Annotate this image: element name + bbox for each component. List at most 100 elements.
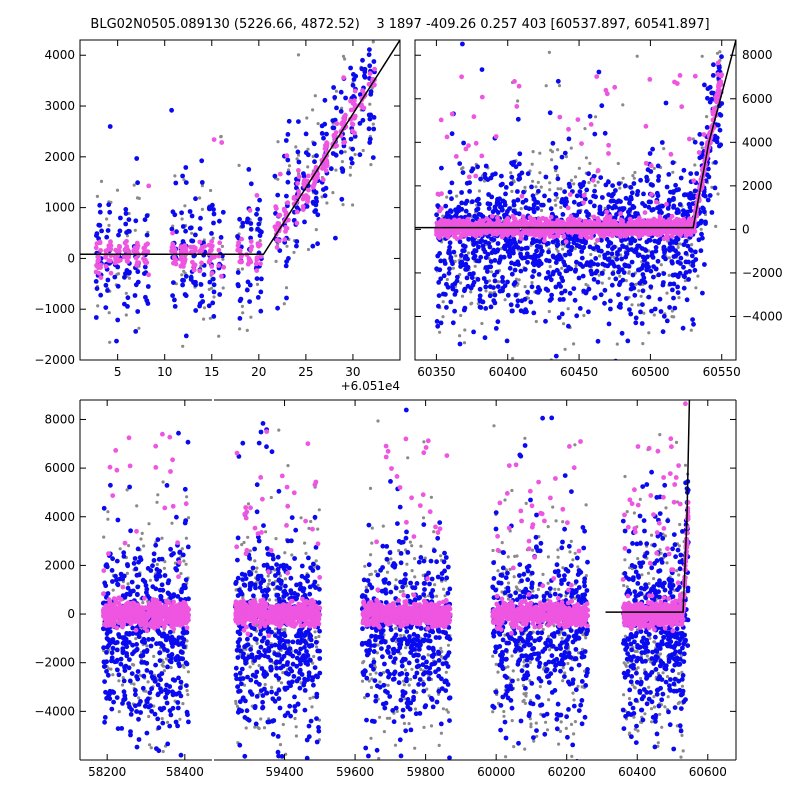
data-point-gray <box>395 578 398 581</box>
data-point-blue <box>643 203 648 208</box>
data-point-blue <box>171 280 176 285</box>
data-point-blue <box>450 181 455 186</box>
data-point-magenta <box>321 177 326 182</box>
data-point-blue <box>534 249 539 254</box>
data-point-magenta <box>603 217 608 222</box>
data-point-blue <box>478 177 483 182</box>
data-point-blue <box>572 200 577 205</box>
data-point-gray <box>647 686 650 689</box>
data-point-magenta <box>146 272 151 277</box>
data-point-blue <box>322 122 327 127</box>
data-point-gray <box>572 698 575 701</box>
data-point-blue <box>555 268 560 273</box>
data-point-magenta <box>295 181 300 186</box>
data-point-gray <box>701 55 704 58</box>
data-point-blue <box>676 251 681 256</box>
data-point-gray <box>147 715 150 718</box>
data-point-blue <box>530 241 535 246</box>
data-point-gray <box>334 169 337 172</box>
data-point-gray <box>288 164 291 167</box>
data-point-magenta <box>305 199 310 204</box>
data-point-magenta <box>282 207 287 212</box>
data-point-magenta <box>209 239 214 244</box>
data-point-magenta <box>283 229 288 234</box>
data-point-gray <box>246 536 249 539</box>
data-point-gray <box>594 115 597 118</box>
data-point-gray <box>601 282 604 285</box>
data-point-blue <box>595 269 600 274</box>
data-point-blue <box>526 171 531 176</box>
data-point-magenta <box>568 192 573 197</box>
data-point-blue <box>631 273 636 278</box>
data-point-gray <box>408 684 411 687</box>
data-point-blue <box>620 243 625 248</box>
data-point-magenta <box>238 248 243 253</box>
data-point-gray <box>116 189 119 192</box>
data-point-gray <box>283 551 286 554</box>
data-point-gray <box>564 348 567 351</box>
data-point-blue <box>535 206 540 211</box>
data-point-blue <box>500 286 505 291</box>
data-point-gray <box>535 320 538 323</box>
data-point-gray <box>636 557 639 560</box>
data-point-blue <box>676 237 681 242</box>
data-point-blue <box>644 248 649 253</box>
data-point-blue <box>180 174 185 179</box>
data-point-blue <box>486 265 491 270</box>
data-point-magenta <box>566 206 571 211</box>
x-tick-label: 10 <box>157 365 172 379</box>
x-tick-label: 60350 <box>417 365 455 379</box>
data-point-blue <box>217 219 222 224</box>
data-point-magenta <box>604 210 609 215</box>
data-point-gray <box>647 331 650 334</box>
data-point-blue <box>478 305 483 310</box>
data-point-blue <box>618 280 623 285</box>
data-point-blue <box>256 222 261 227</box>
data-point-blue <box>184 180 189 185</box>
data-point-blue <box>536 285 541 290</box>
data-point-gray <box>560 267 563 270</box>
data-point-blue <box>668 241 673 246</box>
data-point-blue <box>352 77 357 82</box>
data-point-gray <box>411 569 414 572</box>
data-point-magenta <box>528 216 533 221</box>
data-point-blue <box>509 261 514 266</box>
data-point-blue <box>600 195 605 200</box>
data-point-gray <box>258 727 261 730</box>
data-point-blue <box>577 210 582 215</box>
data-point-blue <box>503 192 508 197</box>
data-point-gray <box>386 571 389 574</box>
data-point-blue <box>499 174 504 179</box>
data-point-gray <box>463 328 466 331</box>
data-point-gray <box>241 267 244 270</box>
data-point-blue <box>489 195 494 200</box>
data-point-gray <box>561 679 564 682</box>
data-point-gray <box>616 343 619 346</box>
data-point-blue <box>614 257 619 262</box>
data-point-gray <box>375 671 378 674</box>
data-point-blue <box>703 221 708 226</box>
data-point-magenta <box>292 195 297 200</box>
data-point-blue <box>569 245 574 250</box>
data-point-blue <box>606 192 611 197</box>
data-point-gray <box>361 661 364 664</box>
data-point-magenta <box>542 238 547 243</box>
data-point-magenta <box>249 244 254 249</box>
data-point-blue <box>718 128 723 133</box>
data-point-blue <box>506 293 511 298</box>
data-point-blue <box>560 155 565 160</box>
data-point-blue <box>258 290 263 295</box>
data-point-magenta <box>341 75 346 80</box>
data-point-magenta <box>248 208 253 213</box>
data-point-blue <box>116 233 121 238</box>
data-point-blue <box>546 241 551 246</box>
data-point-blue <box>708 193 713 198</box>
data-point-gray <box>161 717 164 720</box>
data-point-blue <box>612 245 617 250</box>
data-point-gray <box>369 737 372 740</box>
data-point-blue <box>112 275 117 280</box>
data-point-blue <box>209 231 214 236</box>
data-point-gray <box>365 586 368 589</box>
data-point-blue <box>607 322 612 327</box>
data-point-gray <box>341 160 344 163</box>
